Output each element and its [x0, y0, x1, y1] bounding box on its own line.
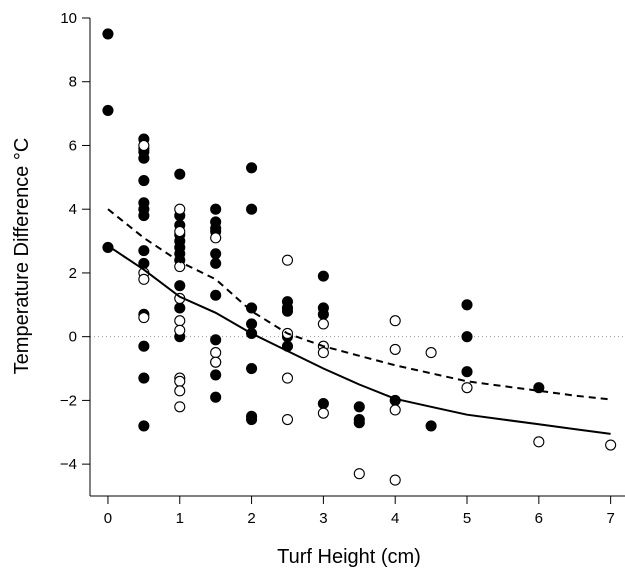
x-axis-label: Turf Height (cm) — [277, 546, 421, 568]
dashed-fit-line — [107, 208, 611, 401]
open-data-point — [174, 225, 186, 238]
open-data-point — [138, 273, 150, 285]
x-tick-label: 3 — [319, 510, 327, 527]
filled-data-point — [210, 334, 222, 346]
filled-data-point — [102, 241, 114, 253]
open-data-point — [389, 474, 401, 486]
open-data-point — [174, 261, 186, 273]
open-data-point — [389, 315, 401, 327]
open-data-point — [281, 413, 294, 426]
plot-area — [90, 28, 625, 486]
filled-data-point — [210, 203, 222, 215]
filled-data-point — [102, 104, 114, 116]
filled-data-point — [138, 420, 150, 432]
filled-data-point — [246, 318, 258, 330]
filled-data-point — [246, 162, 258, 174]
open-data-point — [317, 318, 329, 330]
filled-data-point — [102, 28, 114, 40]
filled-data-point — [317, 308, 329, 320]
x-tick-label: 7 — [606, 510, 614, 527]
y-tick-label: 10 — [60, 10, 77, 27]
filled-data-point — [138, 152, 150, 164]
x-tick-label: 0 — [104, 510, 112, 527]
y-tick-label: 2 — [69, 265, 77, 282]
filled-data-point — [210, 248, 222, 260]
open-data-point — [389, 343, 401, 355]
filled-data-point — [210, 257, 222, 269]
open-data-point — [174, 315, 186, 327]
open-data-point — [533, 436, 545, 448]
filled-data-point — [210, 391, 222, 403]
open-data-point — [281, 372, 294, 384]
open-data-point — [210, 232, 222, 244]
filled-data-point — [246, 362, 258, 375]
y-tick-label: −2 — [60, 392, 77, 409]
filled-data-point — [138, 245, 150, 257]
solid-fit-line — [107, 244, 611, 435]
filled-data-point — [138, 210, 150, 222]
open-data-point — [174, 203, 186, 215]
open-data-point — [138, 311, 150, 324]
filled-data-point — [317, 398, 329, 410]
open-data-point — [425, 347, 437, 359]
filled-data-point — [317, 270, 329, 282]
open-data-point — [174, 401, 186, 413]
y-axis-label: Temperature Difference °C — [11, 138, 33, 375]
x-tick-label: 6 — [535, 510, 543, 527]
filled-data-point — [174, 168, 186, 180]
filled-data-point — [138, 372, 150, 384]
filled-data-point — [210, 369, 222, 381]
filled-data-point — [461, 331, 473, 343]
open-data-point — [461, 382, 473, 394]
filled-data-point — [246, 413, 258, 426]
filled-data-point — [174, 302, 186, 314]
filled-data-point — [210, 289, 222, 301]
x-tick-label: 4 — [391, 510, 399, 527]
open-data-point — [210, 347, 222, 359]
open-data-point — [174, 375, 186, 387]
filled-data-point — [425, 420, 437, 432]
y-tick-label: 4 — [69, 201, 77, 218]
x-tick-label: 2 — [247, 510, 255, 527]
open-data-point — [605, 439, 617, 451]
filled-data-point — [138, 174, 150, 187]
filled-data-point — [353, 417, 365, 429]
filled-data-point — [138, 340, 150, 352]
filled-data-point — [461, 366, 473, 378]
filled-data-point — [353, 401, 365, 413]
open-data-point — [317, 347, 329, 359]
x-tick-label: 1 — [176, 510, 184, 527]
y-tick-label: −4 — [60, 456, 77, 473]
filled-data-point — [246, 203, 258, 215]
filled-data-point — [461, 299, 473, 311]
open-data-point — [174, 324, 186, 336]
filled-data-point — [281, 305, 294, 317]
filled-data-point — [174, 280, 186, 292]
open-data-point — [317, 407, 329, 419]
y-tick-label: 0 — [69, 329, 77, 346]
y-tick-label: 6 — [69, 137, 77, 154]
axes: 0 1 2 3 4 5 6 7 −4 −2 0 2 4 6 8 10 — [60, 10, 625, 527]
y-tick-label: 8 — [69, 74, 77, 91]
x-tick-label: 5 — [463, 510, 471, 527]
open-data-point — [389, 404, 401, 416]
open-data-point — [353, 468, 365, 480]
open-data-point — [281, 254, 294, 266]
open-data-point — [210, 356, 222, 368]
open-data-point — [174, 385, 186, 397]
open-data-point — [138, 139, 150, 152]
